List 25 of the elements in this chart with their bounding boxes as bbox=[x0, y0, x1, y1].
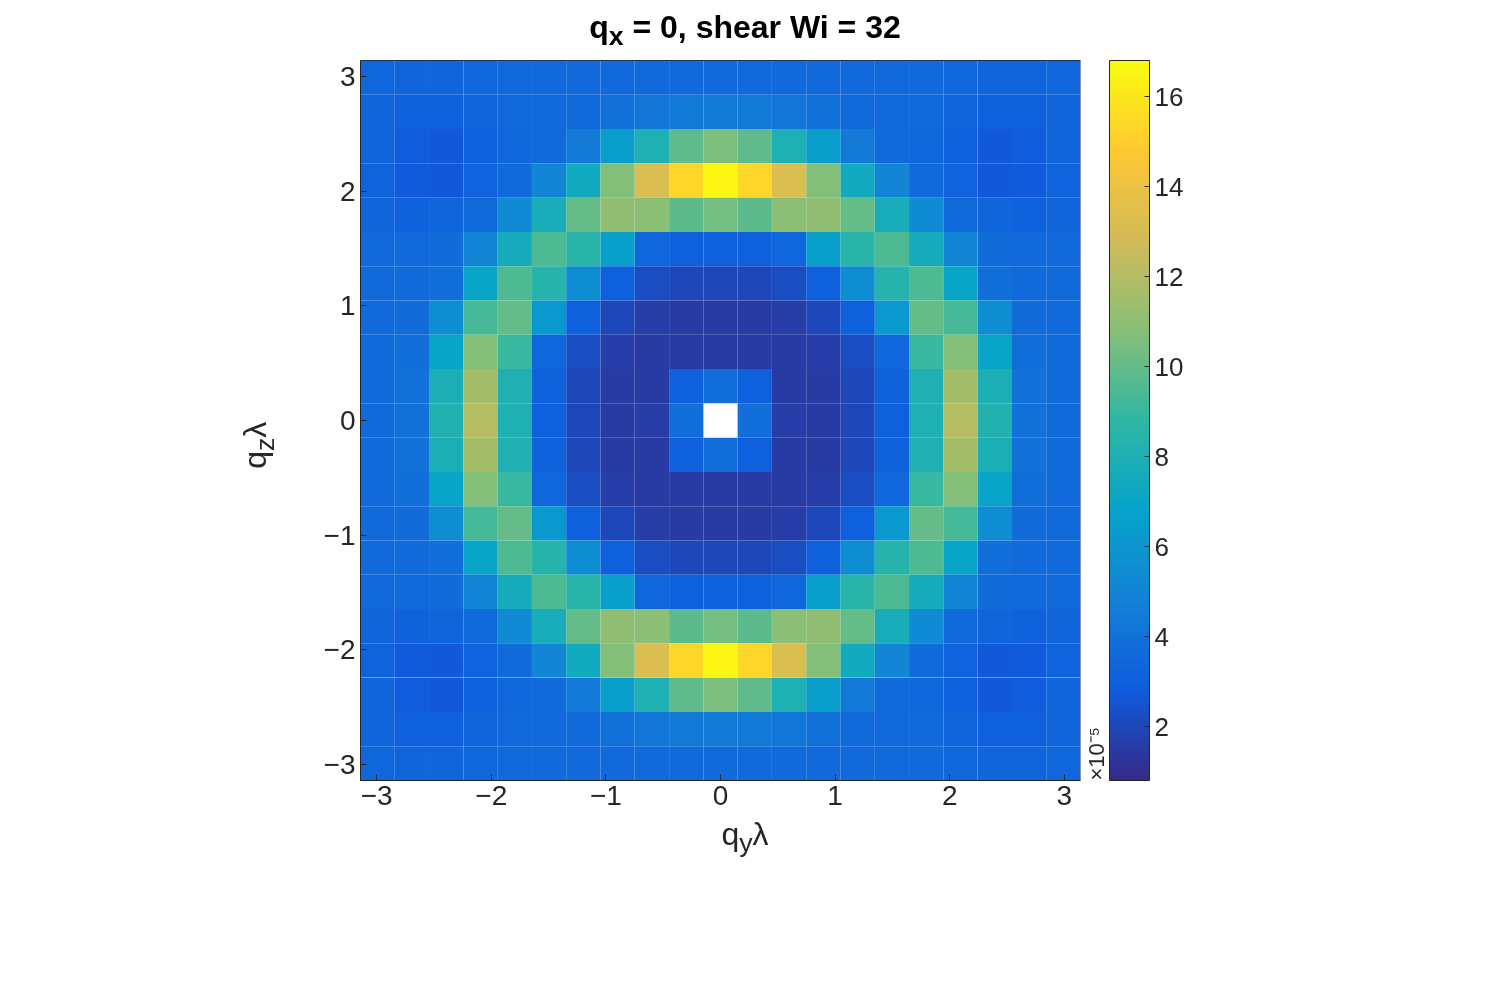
x-tick-label: −1 bbox=[589, 779, 622, 811]
x-tick-label: −3 bbox=[360, 779, 393, 811]
x-tick-label: −2 bbox=[475, 779, 508, 811]
chart-title: q$_{x}$ = 0, shear Wi = 32 bbox=[588, 8, 902, 54]
y-tick-label: 1 bbox=[339, 290, 356, 322]
color-bar-label: 16 bbox=[1154, 81, 1184, 112]
y-tick-label: 2 bbox=[339, 175, 356, 207]
x-axis-title: q$_{y}$λ bbox=[720, 815, 770, 861]
color-bar-label: 6 bbox=[1154, 531, 1169, 562]
color-bar-title: ×10⁻⁵ bbox=[1083, 727, 1109, 781]
x-tick-label: 3 bbox=[1056, 779, 1073, 811]
color-bar-label: 10 bbox=[1154, 351, 1184, 382]
y-tick-label: −3 bbox=[323, 748, 356, 780]
x-tick-label: 1 bbox=[827, 779, 843, 811]
y-tick-label: −2 bbox=[323, 634, 356, 666]
x-tick-label: 2 bbox=[941, 779, 958, 811]
color-bar-label: 12 bbox=[1154, 261, 1184, 292]
color-bar-label: 4 bbox=[1154, 621, 1169, 652]
y-tick-label: 0 bbox=[339, 405, 356, 436]
color-bar-label: 14 bbox=[1154, 171, 1184, 202]
x-tick-label: 0 bbox=[712, 779, 729, 811]
color-bar-label: 8 bbox=[1154, 441, 1169, 472]
color-bar-label: 2 bbox=[1154, 711, 1169, 742]
y-tick-label: 3 bbox=[339, 61, 356, 93]
y-tick-label: −1 bbox=[323, 519, 356, 551]
